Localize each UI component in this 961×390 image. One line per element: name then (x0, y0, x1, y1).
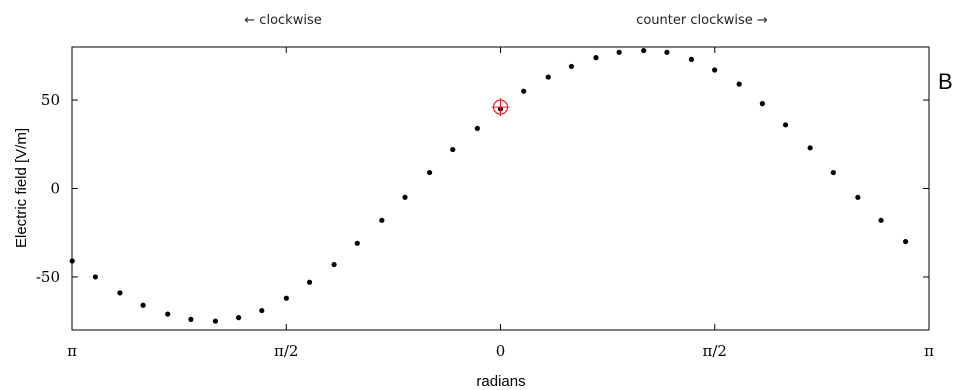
x-tick-label: 0 (496, 342, 506, 360)
y-tick-label: 50 (41, 91, 60, 109)
data-point (188, 316, 194, 322)
data-point (117, 290, 123, 296)
data-point (165, 311, 171, 317)
data-point (450, 146, 456, 153)
plot-area: π π/2 0 π/2 π -50 0 50 (36, 46, 934, 360)
data-point (379, 217, 385, 223)
data-point (830, 169, 836, 176)
data-point (259, 307, 265, 314)
data-point (736, 81, 742, 87)
data-point (568, 63, 575, 70)
data-point (782, 122, 789, 128)
data-point (306, 279, 313, 285)
data-point (616, 49, 622, 55)
x-tick-label: π (67, 342, 77, 360)
data-point (545, 74, 551, 80)
data-point (855, 194, 861, 200)
data-point (69, 258, 75, 264)
y-axis-title: Electric field [V/m] (13, 128, 30, 248)
data-point (521, 88, 527, 94)
y-tick-label: -50 (36, 268, 60, 286)
y-tick-label: 0 (50, 180, 60, 198)
data-point (283, 295, 289, 301)
data-point (664, 49, 670, 55)
data-point (140, 302, 146, 308)
data-point (688, 56, 695, 62)
x-tick-label: π/2 (274, 342, 298, 360)
data-point (807, 145, 813, 151)
x-tick-label: π/2 (703, 342, 727, 360)
data-point (593, 55, 599, 61)
data-point (759, 101, 765, 107)
x-axis-title: radians (476, 373, 525, 390)
data-point (902, 238, 909, 245)
data-point (712, 67, 718, 73)
data-point (236, 315, 242, 321)
data-point (426, 169, 433, 176)
data-point (878, 217, 884, 223)
data-point (331, 261, 337, 268)
data-point (212, 318, 219, 324)
data-point (402, 194, 408, 200)
direction-label-clockwise: ← clockwise (244, 13, 321, 28)
data-point (474, 125, 480, 131)
data-point (92, 274, 99, 280)
x-tick-label: π (924, 342, 934, 360)
data-point (354, 240, 360, 246)
data-point (641, 47, 647, 54)
direction-label-counterclockwise: counter clockwise → (636, 13, 768, 28)
panel-label: B (938, 69, 953, 94)
